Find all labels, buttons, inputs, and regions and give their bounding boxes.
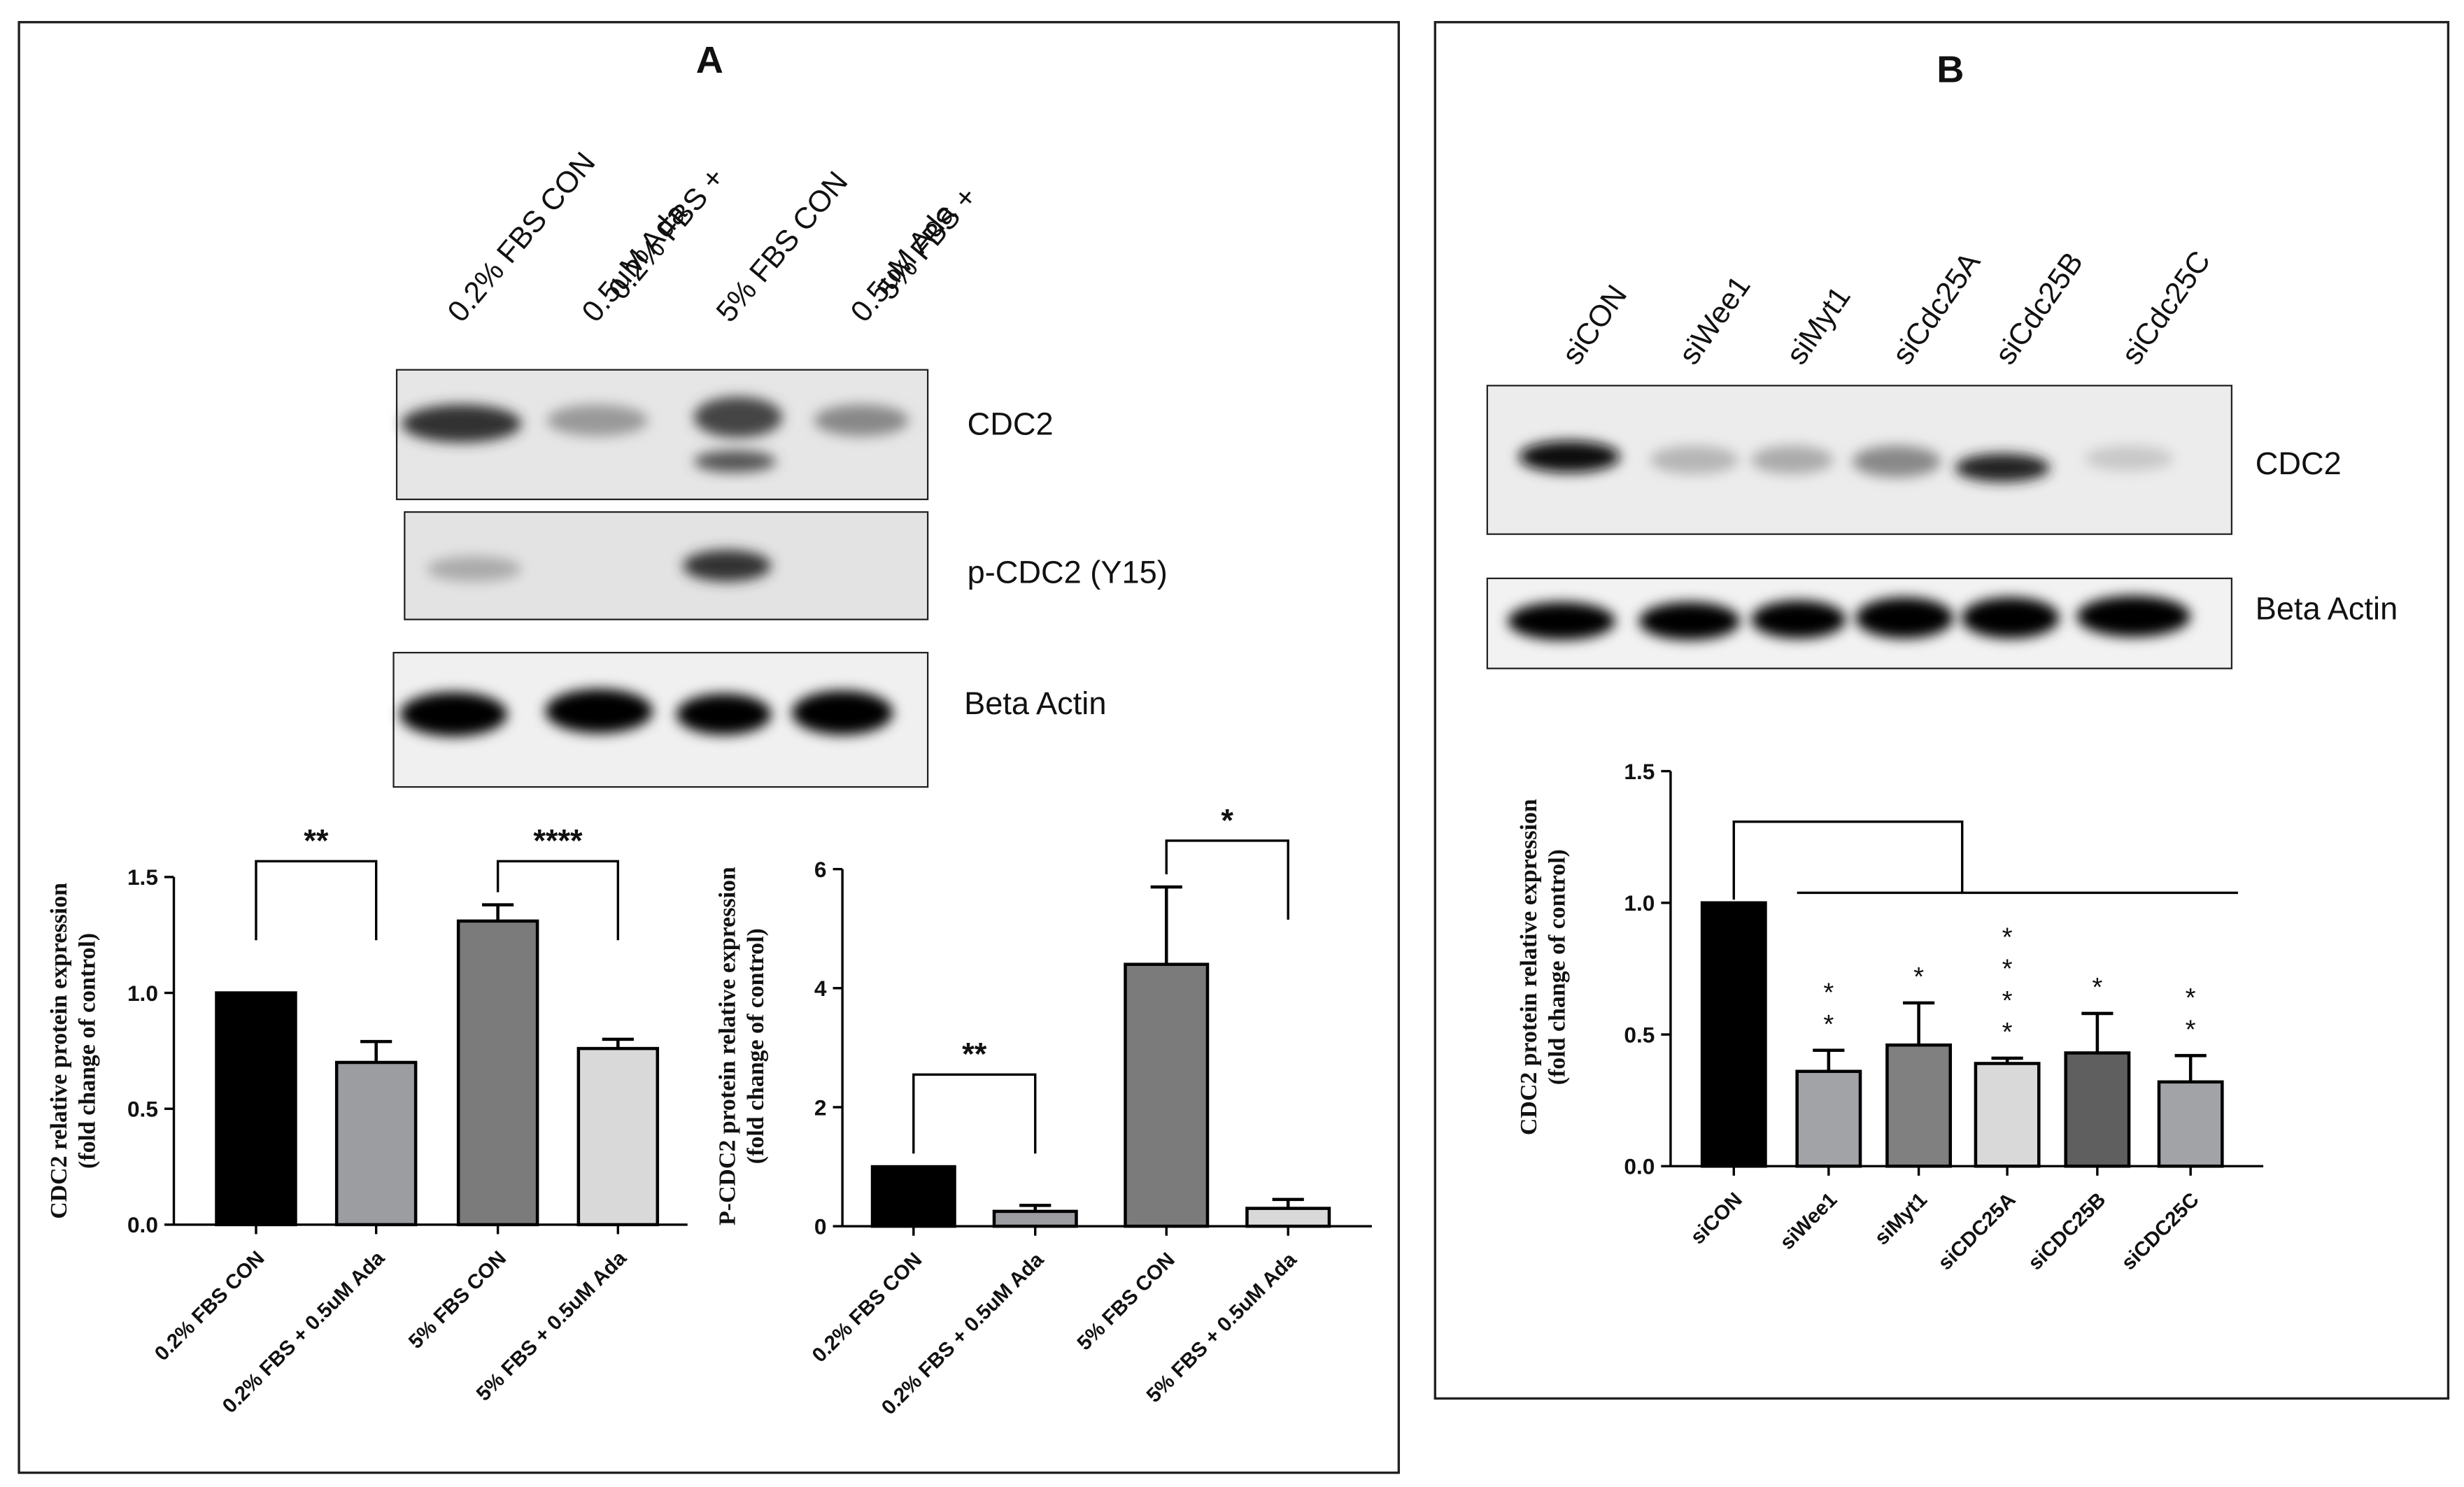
panel-label: B [1936,49,1964,91]
lane-label: siWee1 [1673,270,1757,371]
y-axis-label: P-CDC2 protein relative expression [715,867,741,1225]
y-tick-label: 6 [814,857,827,882]
lane-label: 0.2% FBS CON [441,146,602,329]
x-tick-label: siCDC25A [1934,1188,2020,1275]
blot-a [392,369,929,788]
bar [1885,1043,1953,1168]
bar [456,919,539,1227]
band-label: Beta Actin [2256,591,2398,627]
y-tick-label: 0.0 [1624,1154,1655,1179]
error-bar [2174,1053,2207,1082]
significance-label: * [1904,962,1934,993]
lane-label: siCdc25B [1988,246,2090,371]
error-bar [360,1039,392,1062]
y-tick-label: 1.5 [127,865,158,890]
bar [2064,1051,2131,1168]
x-tick-label: siMyt1 [1870,1188,1932,1250]
bar [1245,1207,1331,1228]
comparison-bracket [1732,820,2238,900]
lane-label: 0.5uM Ada [844,197,963,329]
lane-label: siCdc25A [1886,246,1988,371]
bar [1700,901,1767,1168]
error-bar [2081,1011,2113,1053]
error-bar [1991,1056,2023,1064]
x-tick-label: siCDC25C [2117,1188,2204,1275]
error-bar [602,1037,634,1049]
bar [576,1046,660,1227]
y-tick-label: 0 [814,1214,827,1239]
y-tick-label: 1.5 [1624,759,1655,784]
y-tick-label: 1.0 [1624,890,1655,916]
y-tick-label: 0.5 [127,1097,158,1122]
significance-label: ** [2176,983,2206,1046]
blot-b [1486,385,2233,669]
significance-label: **** [533,823,583,859]
significance-bracket [496,860,620,941]
x-tick-label: 5% FBS CON [404,1246,511,1353]
lane-label: 0.5uM Ada [576,197,694,329]
band-label: Beta Actin [964,685,1106,721]
y-tick-label: 0.5 [1624,1022,1655,1047]
x-tick-label: 0.2% FBS CON [807,1248,926,1367]
error-bar [1150,885,1182,965]
significance-bracket [255,860,378,941]
band-label: CDC2 [2256,446,2342,481]
significance-label: **** [1992,922,2023,1048]
y-axis-label: (fold change of control) [75,933,101,1169]
y-tick-label: 2 [814,1095,827,1120]
y-axis-label: CDC2 protein relative expression [1516,799,1542,1135]
panel-frame [1433,21,2450,1400]
bar [1124,962,1210,1228]
error-bar [482,903,514,921]
x-tick-label: siCDC25B [2024,1188,2111,1275]
y-axis-label: CDC2 relative protein expression [46,883,72,1219]
bar [215,991,297,1227]
bar [334,1060,418,1227]
y-tick-label: 0.0 [127,1212,158,1237]
significance-bracket [912,1073,1037,1154]
lane-label: siMyt1 [1780,280,1857,371]
significance-bracket [1165,839,1289,920]
panel-label: A [696,39,723,81]
band-label: p-CDC2 (Y15) [968,555,1168,590]
error-bar [1019,1204,1052,1211]
bar [2157,1080,2224,1168]
bar [1795,1069,1862,1168]
significance-label: * [1221,802,1233,838]
x-tick-label: 5% FBS CON [1072,1248,1180,1355]
error-bar [1903,1001,1935,1046]
significance-label: ** [304,823,329,859]
lane-label: siCON [1555,279,1634,371]
y-axis-label: (fold change of control) [743,928,769,1164]
bar [870,1165,956,1228]
error-bar [1813,1048,1845,1072]
y-tick-label: 4 [814,976,827,1001]
y-axis-label: (fold change of control) [1545,849,1571,1085]
significance-label: ** [1813,978,1843,1041]
bar [992,1209,1078,1228]
y-tick-label: 1.0 [127,981,158,1006]
panel-frame [17,21,1401,1474]
bar [1974,1062,2041,1168]
x-tick-label: siCON [1686,1188,1747,1249]
significance-label: ** [962,1037,987,1072]
band-label: CDC2 [968,406,1054,441]
x-tick-label: 0.2% FBS CON [150,1246,269,1365]
lane-label: 5% FBS CON [710,165,855,329]
lane-label: siCdc25C [2115,245,2217,371]
significance-label: * [2082,972,2112,1004]
x-tick-label: siWee1 [1776,1188,1842,1255]
error-bar [1272,1197,1304,1209]
